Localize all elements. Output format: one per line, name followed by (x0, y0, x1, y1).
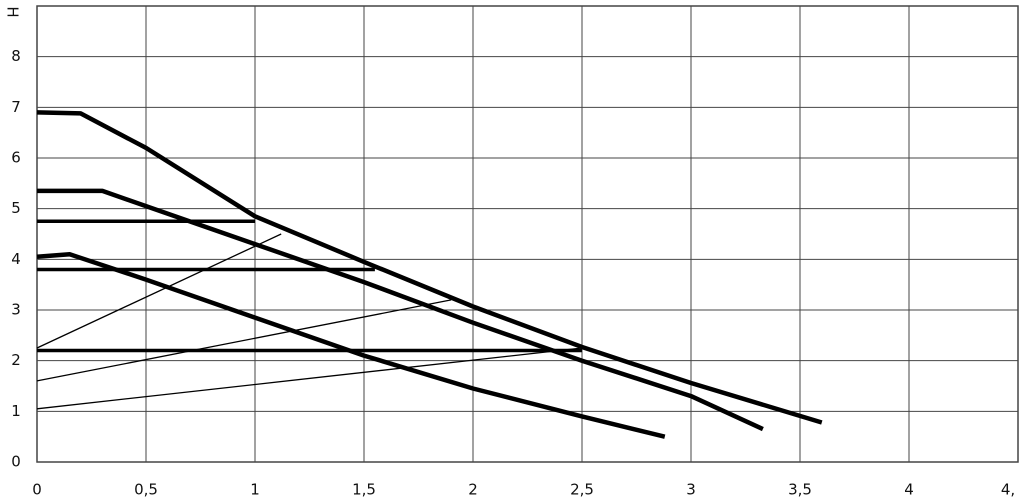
curve (36, 252, 666, 439)
curve (36, 347, 583, 410)
y-tick-label: 7 (11, 98, 21, 116)
x-tick-label: 0 (32, 481, 42, 499)
x-tick-label: 2,5 (570, 481, 594, 499)
y-tick-label: 1 (11, 402, 21, 420)
curve (36, 299, 452, 382)
y-tick-label: 8 (11, 47, 21, 65)
curve (36, 110, 823, 425)
plot-frame (36, 5, 1019, 463)
y-tick-label: 6 (11, 149, 21, 167)
y-tick-label: 0 (11, 453, 21, 471)
y-tick-label: 3 (11, 301, 21, 319)
x-tick-label: 0,5 (134, 481, 158, 499)
x-tick-label: 2 (468, 481, 478, 499)
y-tick-label: 5 (11, 199, 21, 217)
y-tick-label: 2 (11, 351, 21, 369)
y-axis-label: H (4, 6, 22, 17)
y-tick-label: 4 (11, 250, 21, 268)
x-tick-label: 4 (904, 481, 914, 499)
x-tick-label: 1 (250, 481, 260, 499)
curve (36, 233, 282, 349)
x-tick-label: 3,5 (788, 481, 812, 499)
x-tick-label: 4, (1001, 481, 1015, 499)
curve (37, 188, 764, 432)
x-tick-label: 3 (686, 481, 696, 499)
x-tick-label: 1,5 (352, 481, 376, 499)
